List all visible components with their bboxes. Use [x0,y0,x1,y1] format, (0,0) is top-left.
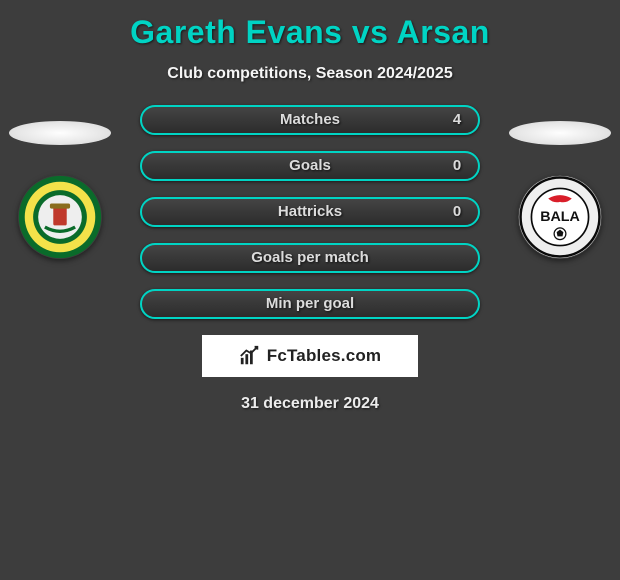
stat-right-value: 0 [442,199,472,225]
stat-label: Goals [142,153,478,179]
brand-box: FcTables.com [202,335,418,377]
chart-icon [239,345,261,367]
player-right-photo-placeholder [509,121,611,145]
stat-right-value [442,291,472,317]
stat-label: Goals per match [142,245,478,271]
page-title: Gareth Evans vs Arsan [0,0,620,51]
stat-label: Min per goal [142,291,478,317]
club-badge-right: BALA [518,175,602,259]
stat-row-hattricks: Hattricks 0 [140,197,480,227]
stat-row-goals: Goals 0 [140,151,480,181]
subtitle: Club competitions, Season 2024/2025 [0,65,620,83]
svg-text:BALA: BALA [540,209,580,225]
stat-right-value: 0 [442,153,472,179]
date-text: 31 december 2024 [0,395,620,413]
brand-text: FcTables.com [267,346,382,366]
stat-label: Matches [142,107,478,133]
stats-list: Matches 4 Goals 0 Hattricks 0 Goals per … [140,105,480,319]
stat-label: Hattricks [142,199,478,225]
comparison-panel: BALA Matches 4 Goals 0 Hattricks 0 Goals… [0,105,620,413]
stat-right-value [442,245,472,271]
club-badge-left [18,175,102,259]
stat-right-value: 4 [442,107,472,133]
stat-row-goals-per-match: Goals per match [140,243,480,273]
player-left-photo-placeholder [9,121,111,145]
stat-row-matches: Matches 4 [140,105,480,135]
stat-row-min-per-goal: Min per goal [140,289,480,319]
